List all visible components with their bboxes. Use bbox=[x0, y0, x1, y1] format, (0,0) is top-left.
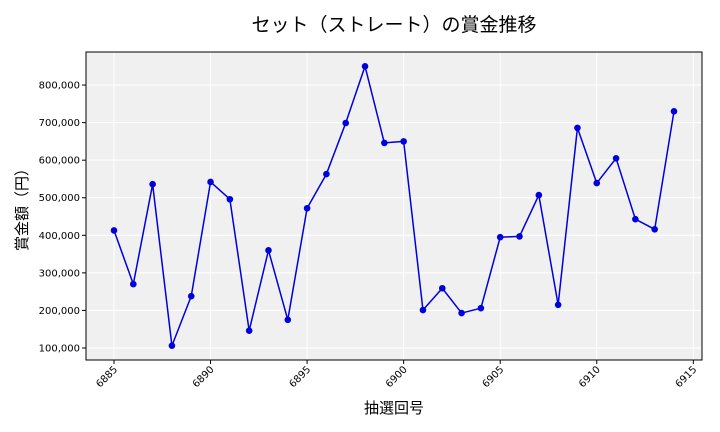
x-axis-label: 抽選回号 bbox=[364, 399, 424, 417]
data-point bbox=[632, 215, 639, 223]
data-point bbox=[149, 180, 156, 188]
data-point bbox=[361, 62, 369, 70]
data-point bbox=[458, 309, 465, 317]
data-point bbox=[110, 227, 118, 234]
data-point bbox=[670, 108, 678, 115]
y-tick-label: 800,000 bbox=[39, 81, 80, 92]
x-tick-label: 6885 bbox=[94, 364, 120, 390]
data-point bbox=[651, 225, 658, 233]
chart-title: セット（ストレート）の賞金推移 bbox=[251, 14, 536, 36]
data-point bbox=[303, 204, 311, 212]
data-point bbox=[207, 178, 214, 186]
x-tick-label: 6895 bbox=[287, 364, 313, 390]
plot-frame bbox=[85, 51, 703, 361]
y-tick-label: 500,000 bbox=[39, 193, 80, 204]
series bbox=[110, 62, 678, 350]
data-point bbox=[574, 124, 581, 132]
x-tick-label: 6910 bbox=[577, 364, 603, 390]
data-point bbox=[477, 304, 485, 312]
data-point bbox=[438, 284, 446, 292]
data-point bbox=[516, 233, 523, 240]
data-point bbox=[323, 170, 330, 178]
data-point bbox=[342, 119, 350, 127]
data-point bbox=[226, 195, 234, 203]
data-point bbox=[265, 247, 272, 254]
y-tick-label: 400,000 bbox=[39, 231, 80, 242]
series-line bbox=[113, 65, 675, 347]
plot-area bbox=[85, 51, 703, 361]
y-tick-label: 300,000 bbox=[39, 268, 80, 279]
x-tick-label: 6900 bbox=[384, 364, 410, 390]
data-point bbox=[554, 301, 562, 309]
data-point bbox=[381, 139, 388, 147]
data-point bbox=[593, 179, 601, 187]
data-point bbox=[245, 327, 253, 335]
data-point bbox=[419, 306, 427, 314]
data-point bbox=[130, 280, 137, 288]
x-tick-label: 6915 bbox=[674, 364, 700, 390]
data-point bbox=[496, 233, 504, 241]
y-tick-label: 200,000 bbox=[39, 306, 80, 317]
data-point bbox=[400, 138, 407, 145]
y-tick-label: 700,000 bbox=[39, 118, 80, 129]
x-tick-label: 6890 bbox=[191, 364, 217, 390]
y-axis: 100,000 200,000 300,000 400,000 500,000 600,0… bbox=[39, 81, 86, 354]
data-point bbox=[612, 154, 620, 162]
data-point bbox=[284, 316, 292, 324]
y-tick-label: 100,000 bbox=[39, 343, 80, 354]
y-axis-label: 賞金額（円） bbox=[13, 161, 31, 251]
x-axis: 6885 6890 6895 6900 6905 6910 6915 bbox=[94, 360, 699, 390]
grid bbox=[86, 52, 702, 360]
data-point bbox=[535, 191, 543, 199]
data-point bbox=[187, 292, 195, 300]
x-tick-label: 6905 bbox=[481, 364, 507, 390]
data-point bbox=[168, 342, 176, 350]
y-tick-label: 600,000 bbox=[39, 156, 80, 167]
